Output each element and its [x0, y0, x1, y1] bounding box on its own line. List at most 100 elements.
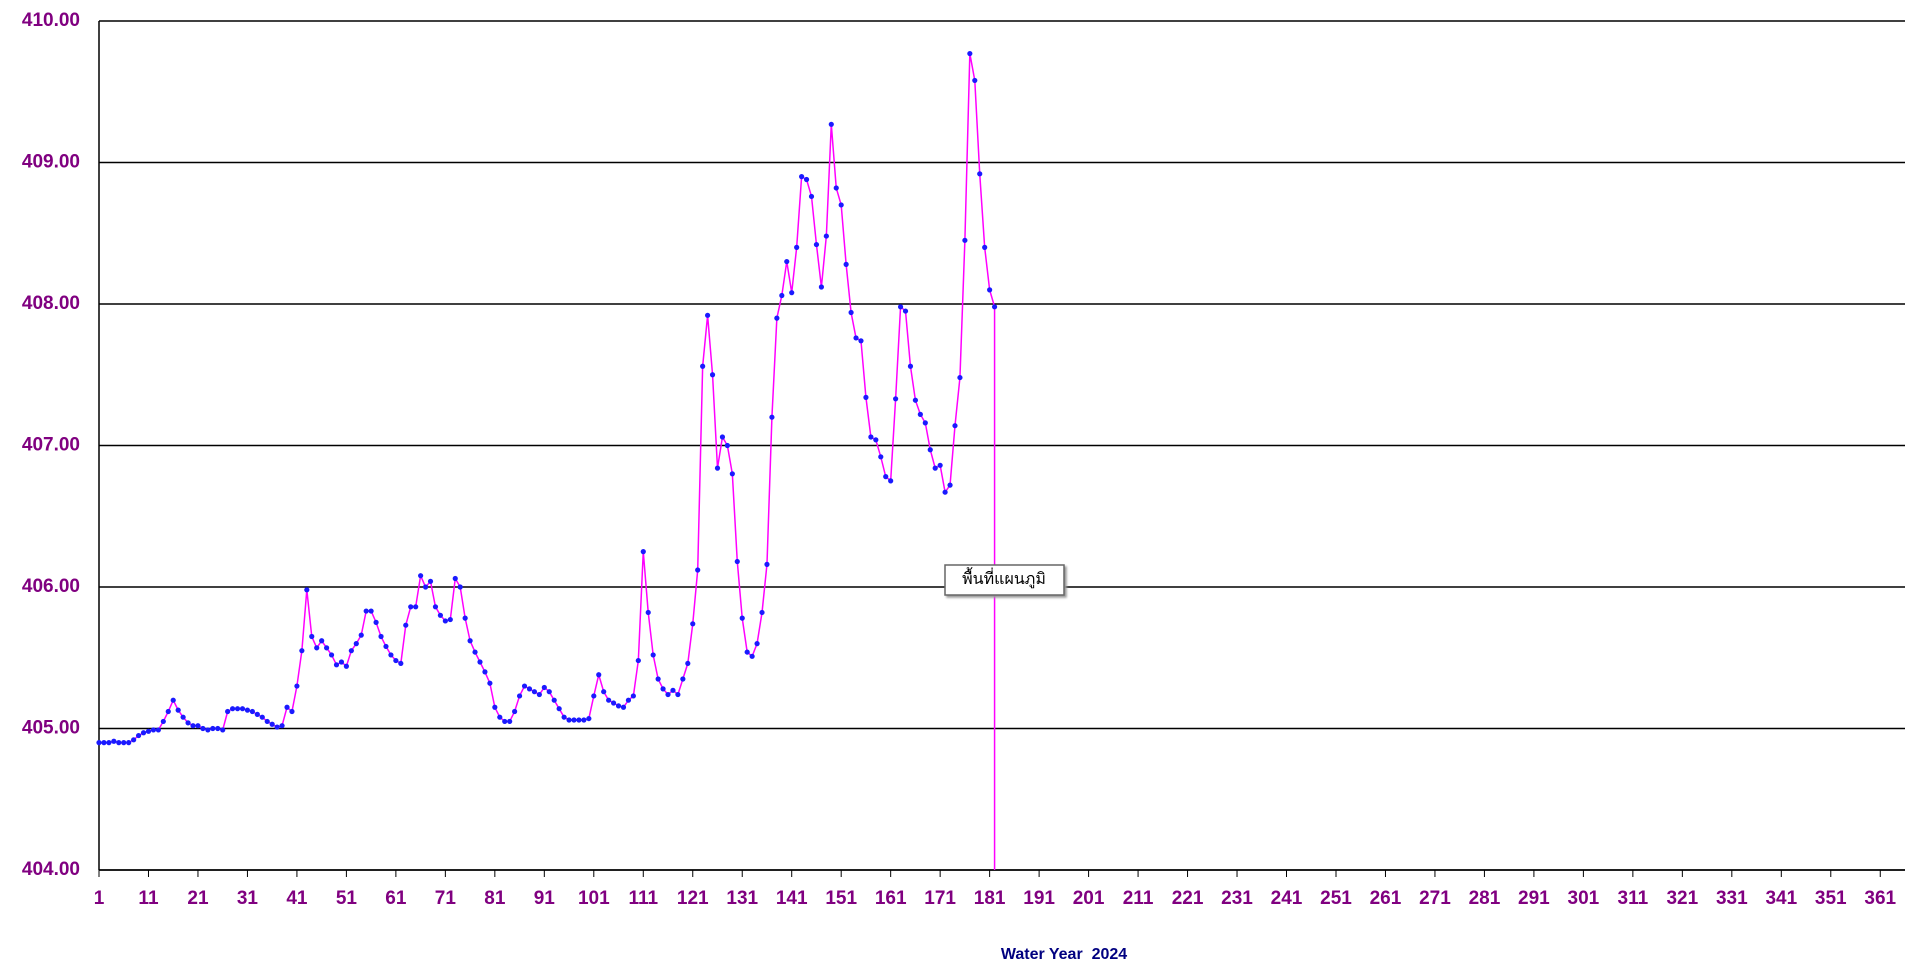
data-point	[279, 723, 285, 729]
data-point	[516, 693, 523, 699]
data-point	[719, 434, 726, 440]
data-point	[398, 660, 404, 667]
data-point	[324, 645, 330, 651]
data-point	[210, 725, 216, 732]
data-point	[215, 725, 221, 732]
data-point	[794, 244, 800, 250]
x-tick-label: 281	[1469, 888, 1501, 909]
data-point	[932, 465, 938, 471]
y-tick-label: 404.00	[22, 859, 80, 880]
data-point	[452, 575, 458, 582]
data-point	[991, 304, 998, 310]
data-point	[566, 717, 572, 723]
x-tick-label: 21	[187, 888, 209, 909]
data-point	[858, 338, 864, 344]
data-point	[610, 700, 617, 706]
data-point	[848, 309, 854, 316]
data-point	[704, 312, 711, 318]
x-tick-label: 151	[825, 888, 857, 909]
data-point	[457, 584, 463, 590]
data-point	[160, 718, 166, 725]
data-point	[388, 652, 394, 658]
x-tick-label: 311	[1618, 888, 1649, 909]
data-point	[853, 335, 859, 341]
data-point	[967, 50, 973, 57]
data-point	[239, 706, 246, 712]
data-point	[873, 437, 879, 443]
data-point	[655, 676, 661, 682]
y-tick-label: 410.00	[22, 10, 80, 31]
data-point	[833, 185, 839, 191]
data-point	[764, 561, 770, 567]
data-point	[625, 697, 632, 703]
data-point	[408, 604, 414, 610]
data-point	[645, 609, 651, 616]
data-point	[695, 567, 701, 573]
data-point	[363, 608, 369, 614]
data-point	[284, 704, 290, 710]
data-point	[660, 686, 666, 692]
data-point	[447, 616, 453, 623]
data-point	[299, 648, 305, 654]
data-point	[957, 374, 963, 381]
data-point	[972, 77, 978, 84]
data-point	[427, 578, 434, 584]
data-point	[571, 717, 577, 723]
data-point	[96, 740, 102, 746]
data-point	[165, 708, 171, 715]
data-point	[521, 683, 528, 689]
data-point	[987, 287, 993, 293]
x-tick-label: 111	[628, 888, 658, 909]
data-point	[982, 244, 988, 250]
data-point	[828, 121, 834, 127]
data-point	[289, 708, 295, 715]
data-point	[927, 447, 933, 453]
x-tick-label: 361	[1864, 888, 1896, 909]
data-point	[784, 258, 790, 265]
data-point	[106, 740, 112, 746]
data-point	[541, 684, 547, 691]
data-point	[512, 708, 518, 715]
data-point	[977, 171, 983, 177]
data-point	[759, 609, 765, 616]
x-tick-label: 171	[924, 888, 956, 909]
data-point	[155, 727, 161, 733]
x-tick-label: 121	[677, 888, 709, 909]
data-point	[244, 707, 251, 713]
x-tick-label: 1	[94, 888, 105, 909]
x-tick-label: 141	[776, 888, 808, 909]
data-point	[333, 662, 340, 668]
data-point	[413, 604, 419, 610]
x-tick-label: 321	[1666, 888, 1698, 909]
data-point	[615, 703, 622, 709]
x-tick-label: 291	[1518, 888, 1550, 909]
x-tick-label: 271	[1419, 888, 1451, 909]
data-point	[556, 706, 562, 712]
data-point	[700, 363, 706, 369]
x-tick-label: 251	[1320, 888, 1352, 909]
data-point	[789, 290, 795, 296]
data-point	[373, 619, 379, 625]
data-point	[175, 707, 181, 713]
data-point	[888, 478, 894, 484]
data-point	[922, 420, 928, 426]
x-tick-label: 211	[1123, 888, 1154, 909]
x-tick-label: 91	[534, 888, 556, 909]
data-point	[121, 740, 127, 746]
data-point	[269, 721, 275, 727]
data-point	[952, 423, 958, 429]
data-point	[101, 740, 107, 746]
data-point	[497, 714, 503, 720]
data-point	[749, 653, 755, 659]
data-point	[808, 193, 815, 200]
x-tick-label: 331	[1716, 888, 1748, 909]
data-point	[591, 693, 597, 699]
data-point	[803, 176, 810, 183]
data-point	[724, 442, 730, 449]
data-point	[799, 174, 805, 180]
data-point	[843, 261, 849, 267]
data-point	[526, 686, 533, 692]
x-tick-label: 301	[1568, 888, 1600, 909]
data-point	[813, 241, 820, 248]
data-point	[170, 697, 176, 703]
